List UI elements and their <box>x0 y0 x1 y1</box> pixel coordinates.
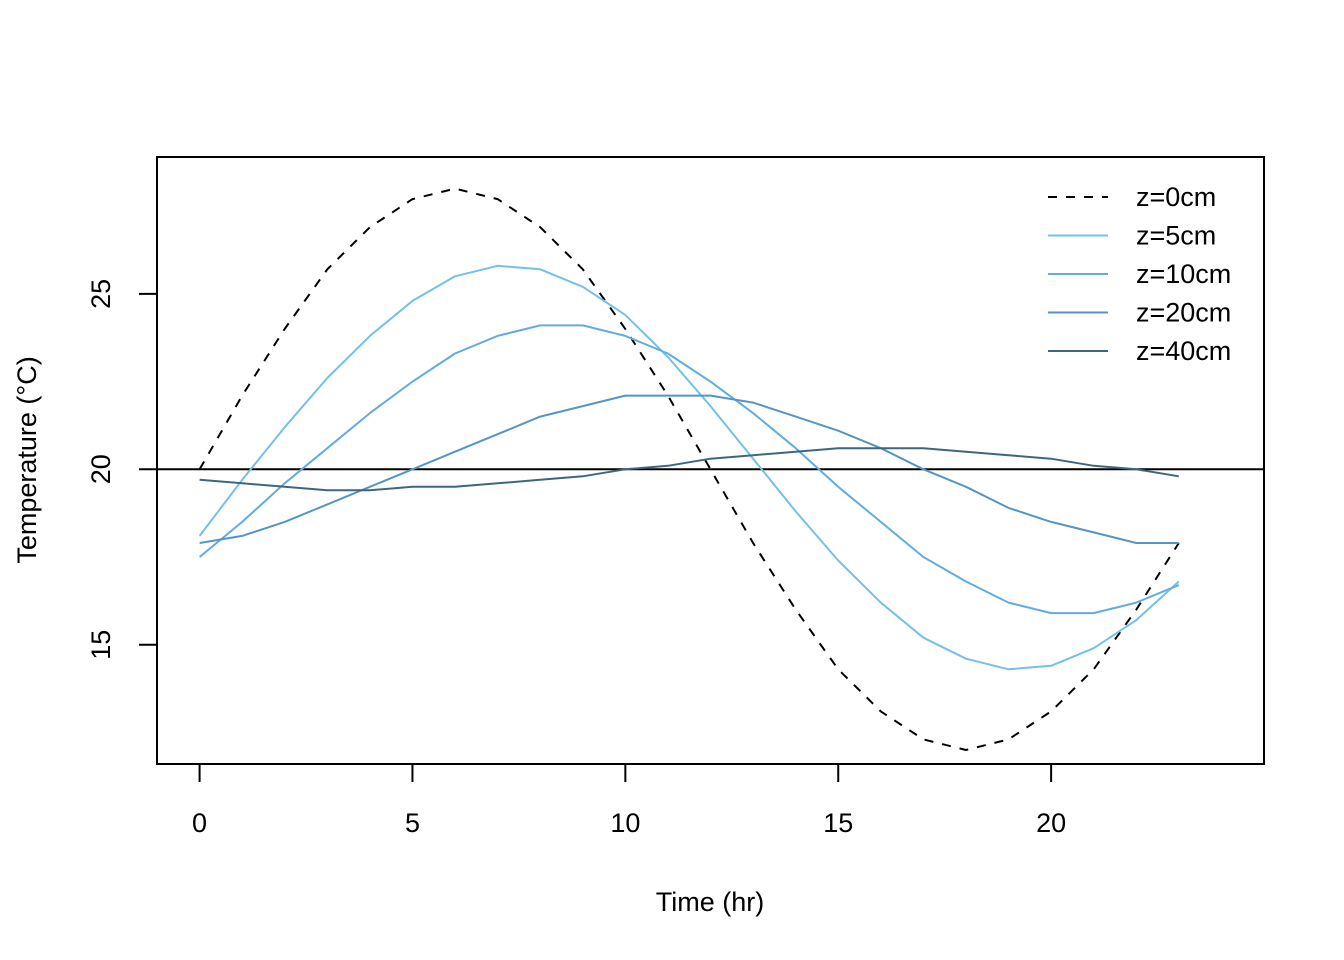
y-axis-title: Temperature (°C) <box>12 356 42 563</box>
x-axis-title: Time (hr) <box>656 887 765 917</box>
series-line-z-5cm <box>198 264 1180 671</box>
y-tick-label: 20 <box>86 454 116 484</box>
legend: z=0cm z=5cm z=10cm z=20cm z=40cm <box>1048 182 1231 366</box>
series-line-z-10cm <box>198 324 1180 615</box>
plot-area <box>157 187 1264 751</box>
x-axis: 0 5 10 15 20 <box>192 763 1066 838</box>
y-tick-label: 15 <box>86 630 116 660</box>
legend-label: z=10cm <box>1136 259 1231 289</box>
x-tick-label: 15 <box>823 808 853 838</box>
x-tick-label: 20 <box>1036 808 1066 838</box>
y-axis: 15 20 25 <box>86 279 158 660</box>
legend-label: z=0cm <box>1136 182 1216 212</box>
x-tick-label: 0 <box>192 808 207 838</box>
y-tick-label: 25 <box>86 279 116 309</box>
legend-label: z=40cm <box>1136 336 1231 366</box>
legend-label: z=5cm <box>1136 221 1216 251</box>
series-line-z-40cm <box>199 447 1179 492</box>
x-tick-label: 10 <box>610 808 640 838</box>
series-line-z-0cm <box>198 187 1180 751</box>
x-tick-label: 5 <box>405 808 420 838</box>
legend-label: z=20cm <box>1136 298 1231 328</box>
